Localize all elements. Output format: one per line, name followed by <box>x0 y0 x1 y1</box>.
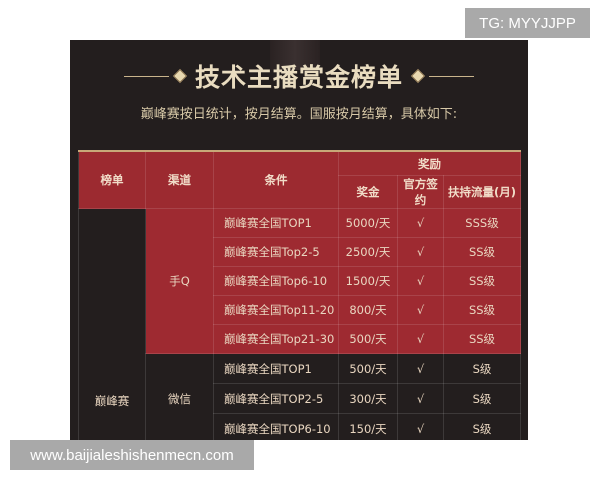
contract-check-cell: √ <box>397 208 444 238</box>
contract-check-cell: √ <box>397 324 444 354</box>
bounty-poster: 技术主播赏金榜单 巅峰赛按日统计，按月结算。国服按月结算，具体如下: 榜单 渠道… <box>70 40 528 440</box>
background-decoration <box>270 40 320 70</box>
bounty-table: 榜单 渠道 条件 奖励 奖金 官方签约 扶持流量(月) 巅峰赛 手Q 巅峰赛全国TO… <box>78 150 521 440</box>
contract-check-cell: √ <box>397 295 444 325</box>
channel-cell: 微信 <box>145 353 214 440</box>
bonus-cell: 150/天 <box>338 413 398 440</box>
divider <box>429 75 474 77</box>
condition-cell: 巅峰赛全国TOP6-10 <box>213 413 339 440</box>
traffic-level-cell: SS级 <box>443 324 521 354</box>
header-contract: 官方签约 <box>397 175 444 209</box>
watermark-top: TG: MYYJJPP <box>465 8 590 38</box>
table-row: 巅峰赛全国Top21-30 500/天 √ SS级 <box>79 324 521 354</box>
bonus-cell: 800/天 <box>338 295 398 325</box>
condition-cell: 巅峰赛全国Top6-10 <box>213 266 339 296</box>
divider <box>123 75 169 77</box>
table-row: 巅峰赛 手Q 巅峰赛全国TOP1 5000/天 √ SSS级 <box>78 208 521 440</box>
bonus-cell: 5000/天 <box>338 208 398 238</box>
traffic-level-cell: SSS级 <box>443 208 521 238</box>
contract-check-cell: √ <box>397 383 444 414</box>
title-row: 技术主播赏金榜单 <box>70 58 528 94</box>
condition-cell: 巅峰赛全国Top11-20 <box>213 295 339 325</box>
table-row: 巅峰赛全国Top6-10 1500/天 √ SS级 <box>79 266 521 296</box>
subtitle: 巅峰赛按日统计，按月结算。国服按月结算，具体如下: <box>140 107 458 122</box>
table-row: 微信 巅峰赛全国TOP1 500/天 √ S级 <box>79 353 521 440</box>
traffic-level-cell: S级 <box>443 383 521 414</box>
traffic-level-cell: SS级 <box>443 237 521 267</box>
header-list: 榜单 <box>78 150 146 209</box>
traffic-level-cell: S级 <box>443 353 521 384</box>
header-bonus: 奖金 <box>338 175 398 209</box>
diamond-icon <box>172 68 188 84</box>
table-row: 巅峰赛全国TOP2-5 300/天 √ S级 <box>79 383 521 414</box>
page-title: 技术主播赏金榜单 <box>194 63 403 92</box>
traffic-level-cell: SS级 <box>443 295 521 325</box>
table-row: 巅峰赛全国TOP6-10 150/天 √ S级 <box>79 413 521 440</box>
contract-check-cell: √ <box>397 266 444 296</box>
condition-cell: 巅峰赛全国TOP2-5 <box>213 383 339 414</box>
header-channel: 渠道 <box>145 150 214 209</box>
contract-check-cell: √ <box>397 353 444 384</box>
header-condition: 条件 <box>213 150 339 209</box>
condition-cell: 巅峰赛全国TOP1 <box>213 353 339 384</box>
bonus-cell: 300/天 <box>338 383 398 414</box>
watermark-bottom: www.baijialeshishenmecn.com <box>10 440 254 470</box>
table-row: 巅峰赛全国Top11-20 800/天 √ SS级 <box>79 295 521 325</box>
table-row: 巅峰赛全国Top2-5 2500/天 √ SS级 <box>79 237 521 267</box>
bonus-cell: 500/天 <box>338 353 398 384</box>
header-reward: 奖励 <box>338 150 521 176</box>
contract-check-cell: √ <box>397 237 444 267</box>
channel-cell: 手Q <box>145 208 214 354</box>
condition-cell: 巅峰赛全国TOP1 <box>213 208 339 238</box>
bonus-cell: 500/天 <box>338 324 398 354</box>
header-traffic: 扶持流量(月) <box>443 175 521 209</box>
condition-cell: 巅峰赛全国Top21-30 <box>213 324 339 354</box>
bonus-cell: 1500/天 <box>338 266 398 296</box>
list-name-cell: 巅峰赛 <box>78 208 146 440</box>
traffic-level-cell: S级 <box>443 413 521 440</box>
condition-cell: 巅峰赛全国Top2-5 <box>213 237 339 267</box>
contract-check-cell: √ <box>397 413 444 440</box>
diamond-icon <box>410 68 426 84</box>
bonus-cell: 2500/天 <box>338 237 398 267</box>
traffic-level-cell: SS级 <box>443 266 521 296</box>
